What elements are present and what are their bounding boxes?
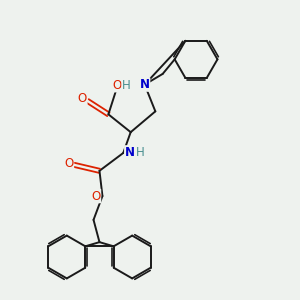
Text: O: O: [64, 157, 74, 170]
Text: N: N: [140, 78, 150, 91]
Text: O: O: [113, 79, 122, 92]
Text: O: O: [78, 92, 87, 105]
Text: O: O: [91, 190, 101, 202]
Text: N: N: [125, 146, 135, 159]
Text: H: H: [122, 79, 131, 92]
Text: H: H: [136, 146, 144, 159]
